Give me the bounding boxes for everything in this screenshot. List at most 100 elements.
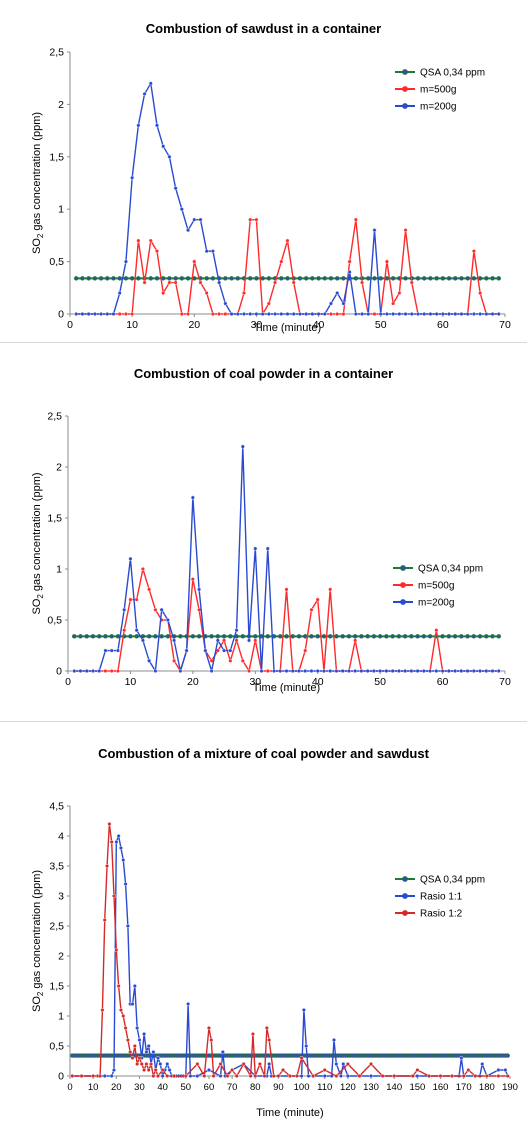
qsa-point	[440, 276, 446, 281]
data-point	[209, 669, 214, 674]
qsa-point	[309, 634, 314, 639]
data-point	[347, 259, 352, 264]
x-tick-label: 170	[456, 1082, 472, 1093]
data-point	[322, 1074, 327, 1079]
qsa-point	[290, 634, 295, 639]
data-point	[148, 81, 153, 86]
data-point	[109, 839, 114, 844]
data-point	[100, 1008, 105, 1013]
data-point	[397, 291, 402, 296]
data-point	[459, 1056, 464, 1061]
data-point	[347, 270, 352, 275]
data-point	[478, 291, 483, 296]
y-tick-label: 2,5	[47, 411, 62, 423]
data-point	[132, 1044, 137, 1049]
data-point	[490, 669, 495, 674]
data-point	[154, 249, 159, 254]
data-point	[440, 669, 445, 674]
qsa-point	[278, 634, 283, 639]
legend-swatch-marker	[402, 103, 408, 109]
qsa-point	[496, 276, 501, 281]
qsa-point	[328, 276, 334, 281]
data-point	[329, 301, 334, 306]
y-axis-label-rest: gas concentration (ppm)	[31, 112, 43, 234]
data-point	[254, 312, 259, 317]
data-point	[461, 1074, 466, 1079]
qsa-point	[128, 634, 133, 639]
y-tick-label: 1	[58, 1011, 64, 1023]
qsa-point	[229, 276, 234, 281]
data-point	[473, 1074, 478, 1079]
data-point	[341, 301, 346, 306]
data-point	[384, 259, 389, 264]
y-tick-label: 0,5	[49, 1041, 64, 1053]
data-point	[353, 217, 358, 222]
qsa-point	[179, 276, 185, 281]
data-point	[178, 669, 183, 674]
x-tick-label: 20	[188, 319, 200, 331]
data-point	[135, 1062, 140, 1067]
x-tick-label: 140	[386, 1082, 402, 1093]
qsa-point	[505, 1053, 510, 1058]
data-point	[329, 312, 334, 317]
qsa-point	[490, 634, 495, 639]
qsa-point	[97, 634, 102, 639]
y-tick-label: 3	[58, 891, 64, 903]
legend-swatch-marker	[400, 599, 406, 605]
data-point	[198, 280, 203, 285]
qsa-point	[228, 634, 233, 639]
data-point	[128, 1050, 133, 1055]
data-point	[278, 669, 283, 674]
data-point	[225, 1074, 230, 1079]
data-point	[391, 301, 396, 306]
data-point	[223, 312, 228, 317]
data-point	[210, 249, 215, 254]
data-point	[378, 669, 383, 674]
data-point	[484, 669, 489, 674]
x-axis-label: Time (minute)	[254, 322, 321, 334]
data-point	[161, 291, 166, 296]
x-tick-label: 0	[65, 676, 71, 688]
data-point	[184, 648, 189, 653]
qsa-point	[279, 276, 284, 281]
y-tick-label: 2,5	[49, 47, 64, 59]
data-point	[102, 1074, 107, 1079]
data-point	[415, 1068, 420, 1073]
legend-swatch-marker	[402, 910, 408, 916]
data-point	[426, 1074, 431, 1079]
data-point	[192, 217, 197, 222]
data-point	[118, 845, 123, 850]
qsa-point	[359, 634, 364, 639]
data-point	[338, 1074, 343, 1079]
qsa-point	[240, 634, 246, 639]
data-point	[421, 669, 426, 674]
data-point	[165, 1074, 170, 1079]
data-point	[222, 648, 227, 653]
data-point	[220, 1050, 225, 1055]
qsa-point	[178, 634, 183, 639]
data-point	[144, 1062, 149, 1067]
data-point	[167, 280, 172, 285]
y-tick-label: 0	[58, 309, 64, 321]
x-tick-label: 50	[375, 319, 387, 331]
y-tick-label: 0,5	[47, 615, 62, 627]
qsa-point	[74, 276, 79, 281]
x-tick-label: 70	[499, 676, 511, 688]
data-point	[471, 249, 476, 254]
data-point	[484, 312, 489, 317]
data-point	[98, 1074, 103, 1079]
qsa-point	[134, 634, 139, 639]
data-point	[234, 638, 239, 643]
y-axis-label: SO2 gas concentration (ppm)	[31, 870, 45, 1012]
data-point	[203, 648, 208, 653]
data-point	[111, 1068, 116, 1073]
chart-panel-sawdust: Combustion of sawdust in a container 0 0,5…	[0, 0, 527, 340]
data-point	[148, 238, 153, 243]
data-point	[366, 312, 371, 317]
y-tick-label: 0	[58, 1071, 64, 1083]
qsa-point	[378, 276, 383, 281]
x-tick-label: 30	[251, 319, 263, 331]
data-point	[130, 175, 135, 180]
qsa-point	[490, 276, 495, 281]
qsa-point	[377, 634, 383, 639]
